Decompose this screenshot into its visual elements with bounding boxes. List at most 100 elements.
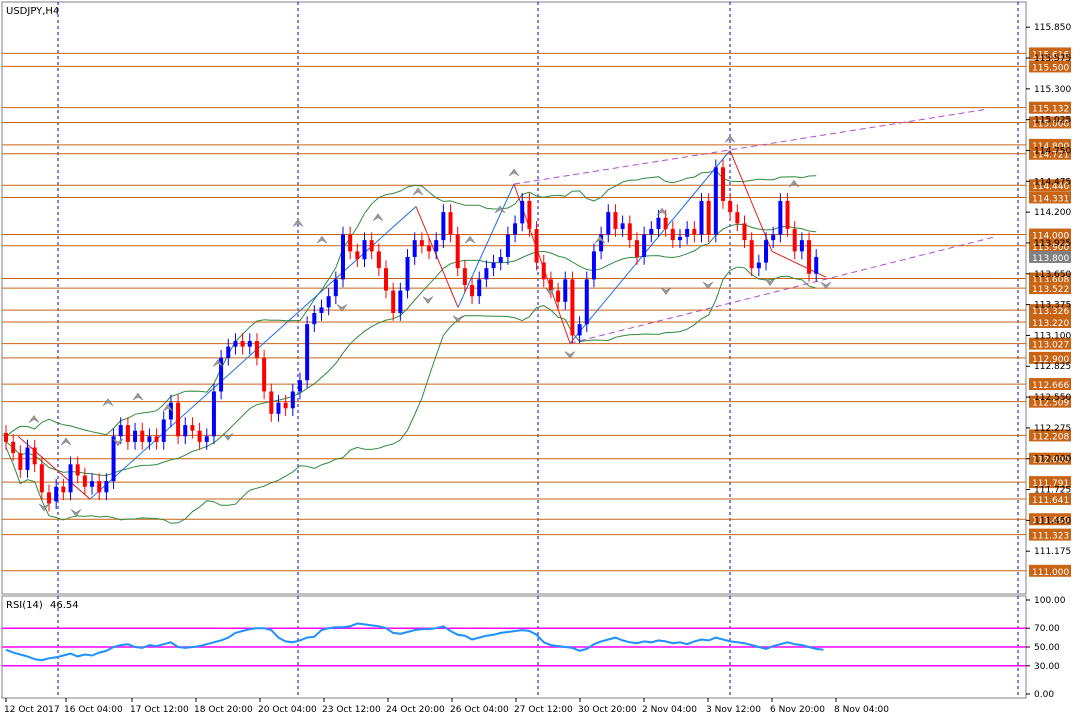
y-tick-label: 112.000 <box>1034 455 1071 465</box>
candle-body <box>276 402 281 414</box>
level-label-bg <box>1029 452 1071 465</box>
candle-body <box>204 436 209 442</box>
candle-body <box>176 402 181 437</box>
x-tick-label: 6 Nov 20:00 <box>770 705 825 715</box>
level-label-bg <box>1029 564 1071 577</box>
candle-body <box>541 262 546 280</box>
fractal-up-icon <box>132 392 144 401</box>
fractal-down-icon <box>660 287 672 296</box>
candle-body <box>441 212 446 241</box>
candle-body <box>226 346 231 358</box>
band-middle <box>5 223 817 477</box>
candle-body <box>369 240 374 252</box>
fractal-up-icon <box>162 403 174 412</box>
candle-body <box>663 217 668 229</box>
level-label: 115.616 <box>1032 50 1069 60</box>
candle-body <box>4 432 8 442</box>
candle-body <box>713 167 718 235</box>
candle-body <box>233 341 238 347</box>
level-label-bg <box>1029 116 1071 129</box>
y-tick-label: 113.100 <box>1034 331 1071 341</box>
candle-body <box>455 234 460 269</box>
candle-body <box>90 481 95 487</box>
candle-body <box>749 240 754 269</box>
candle-body <box>391 290 396 314</box>
level-label: 114.721 <box>1032 151 1069 161</box>
x-tick-label: 23 Oct 12:00 <box>322 705 381 715</box>
candle-body <box>434 240 439 252</box>
candle-body <box>111 436 116 482</box>
zigzag-segment <box>729 150 773 252</box>
level-label-bg <box>1029 191 1071 204</box>
fractal-down-icon <box>422 296 434 304</box>
fractal-up-icon <box>412 187 424 196</box>
y-tick-label: 111.450 <box>1034 516 1071 526</box>
level-label: 112.666 <box>1032 381 1069 391</box>
x-tick-label: 20 Oct 04:00 <box>258 705 317 715</box>
candle-body <box>25 447 30 470</box>
y-tick-label: 114.475 <box>1034 177 1071 187</box>
level-label: 114.440 <box>1032 182 1069 192</box>
candle-body <box>649 228 654 235</box>
candle-body <box>197 430 202 442</box>
candle-body <box>219 357 224 392</box>
candle-body <box>807 240 812 274</box>
level-label-bg <box>1029 282 1071 295</box>
candle-body <box>104 481 109 493</box>
fractal-up-icon <box>212 359 224 367</box>
candle-body <box>333 279 338 297</box>
fractal-up-icon <box>28 415 40 423</box>
candle-body <box>606 212 611 235</box>
candle-body <box>133 430 138 442</box>
candle-body <box>419 240 424 246</box>
candle-body <box>254 341 259 358</box>
candle-body <box>11 441 16 454</box>
x-tick-label: 16 Oct 04:00 <box>64 705 123 715</box>
candle-body <box>484 268 489 280</box>
level-label-bg <box>1029 528 1071 541</box>
candle-body <box>577 324 582 336</box>
y-tick-label: 113.925 <box>1034 239 1071 249</box>
candle-body <box>168 402 173 420</box>
candle-body <box>312 313 317 325</box>
candle-body <box>792 228 797 252</box>
candle-body <box>319 307 324 314</box>
level-label: 114.331 <box>1032 194 1069 204</box>
y-tick-label: 115.300 <box>1034 85 1071 95</box>
level-label: 113.326 <box>1032 307 1069 317</box>
level-label-bg <box>1029 378 1071 391</box>
current-price-bg <box>1029 250 1071 263</box>
chart-title: USDJPY,H4 <box>6 6 59 17</box>
channel-lower <box>569 236 996 344</box>
fractal-down-icon <box>820 281 832 290</box>
fractal-down-icon <box>702 281 714 290</box>
fractal-up-icon <box>372 213 384 221</box>
candle-body <box>211 391 216 437</box>
candle-body <box>677 236 682 241</box>
candle-body <box>505 234 510 257</box>
candle-body <box>118 425 123 437</box>
level-label-bg <box>1029 179 1071 192</box>
candle-body <box>742 223 747 241</box>
candle-body <box>591 251 596 280</box>
rsi-tick-label: 50.00 <box>1034 643 1060 653</box>
candle-body <box>462 268 467 285</box>
level-label-bg <box>1029 429 1071 442</box>
rsi-tick-label: 0.00 <box>1034 690 1054 700</box>
candle-body <box>721 167 725 201</box>
candle-body <box>427 245 432 252</box>
x-tick-label: 27 Oct 12:00 <box>514 705 573 715</box>
level-label-bg <box>1029 272 1071 285</box>
fractal-down-icon <box>452 315 464 324</box>
candle-body <box>290 391 295 409</box>
candle-body <box>305 324 310 381</box>
level-label: 112.208 <box>1032 432 1069 442</box>
zigzag-segment <box>415 206 459 308</box>
candle-body <box>470 284 475 297</box>
candle-body <box>82 475 87 487</box>
x-tick-label: 3 Nov 12:00 <box>706 705 761 715</box>
candle-body <box>32 447 37 465</box>
candle-body <box>47 492 52 504</box>
